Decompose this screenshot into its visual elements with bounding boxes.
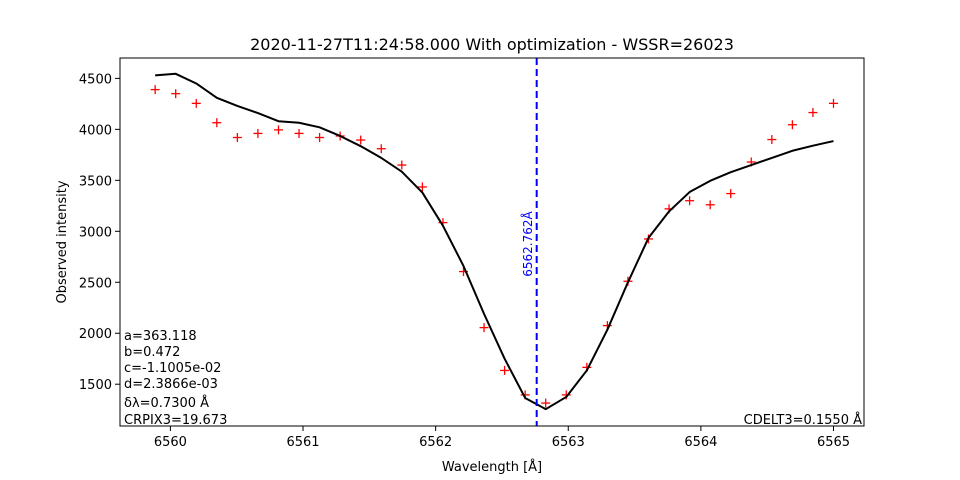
y-tick-label: 3000 bbox=[79, 225, 112, 240]
observed-point bbox=[294, 128, 304, 138]
x-tick-label: 6564 bbox=[684, 435, 717, 450]
x-tick-label: 6562 bbox=[419, 435, 452, 450]
observed-point bbox=[171, 89, 181, 99]
y-tick-label: 3500 bbox=[79, 174, 112, 189]
param-crpix3: CRPIX3=19.673 bbox=[124, 413, 227, 428]
param-a: a=363.118 bbox=[124, 329, 197, 344]
x-axis: 6560 6561 6562 6563 6564 6565 bbox=[154, 426, 850, 450]
cdelt3-label: CDELT3=0.1550 Å bbox=[744, 412, 862, 428]
observed-point bbox=[212, 118, 222, 128]
y-tick-label: 2500 bbox=[79, 276, 112, 291]
observed-point bbox=[705, 200, 715, 210]
observed-point bbox=[726, 189, 736, 199]
observed-point bbox=[787, 120, 797, 130]
vline-label: 6562.762Å bbox=[520, 210, 535, 276]
y-axis-label: Observed intensity bbox=[55, 180, 70, 303]
param-b: b=0.472 bbox=[124, 345, 180, 360]
plot-frame bbox=[119, 57, 865, 427]
y-axis: 1500 2000 2500 3000 3500 4000 4500 bbox=[79, 72, 120, 393]
x-tick-label: 6560 bbox=[154, 435, 187, 450]
observed-point bbox=[232, 133, 242, 143]
observed-point bbox=[541, 398, 551, 408]
y-tick-label: 1500 bbox=[79, 378, 112, 393]
line-layer bbox=[155, 72, 834, 411]
observed-point bbox=[417, 182, 427, 192]
observed-point bbox=[376, 144, 386, 154]
observed-point bbox=[685, 196, 695, 206]
observed-point bbox=[479, 323, 489, 333]
observed-point bbox=[500, 365, 510, 375]
chart-title: 2020-11-27T11:24:58.000 With optimizatio… bbox=[250, 35, 734, 54]
scatter-layer bbox=[150, 85, 838, 408]
y-tick-label: 2000 bbox=[79, 327, 112, 342]
param-c: c=-1.1005e-02 bbox=[124, 361, 221, 376]
y-tick-label: 4000 bbox=[79, 123, 112, 138]
observed-point bbox=[356, 135, 366, 145]
observed-point bbox=[767, 135, 777, 145]
x-axis-label: Wavelength [Å] bbox=[442, 459, 542, 475]
observed-point bbox=[828, 98, 838, 108]
x-tick-label: 6563 bbox=[552, 435, 585, 450]
param-d: d=2.3866e-03 bbox=[124, 377, 218, 392]
observed-point bbox=[191, 98, 201, 108]
observed-point bbox=[808, 108, 818, 118]
observed-point bbox=[397, 160, 407, 170]
y-tick-label: 4500 bbox=[79, 72, 112, 87]
fit-parameters: a=363.118 b=0.472 c=-1.1005e-02 d=2.3866… bbox=[124, 329, 227, 428]
x-tick-label: 6561 bbox=[286, 435, 319, 450]
x-tick-label: 6565 bbox=[817, 435, 850, 450]
fit-line bbox=[155, 72, 834, 411]
observed-point bbox=[150, 85, 160, 95]
observed-point bbox=[273, 125, 283, 135]
observed-point bbox=[253, 128, 263, 138]
observed-point bbox=[315, 133, 325, 143]
param-dlambda: δλ=0.7300 Å bbox=[124, 395, 209, 411]
